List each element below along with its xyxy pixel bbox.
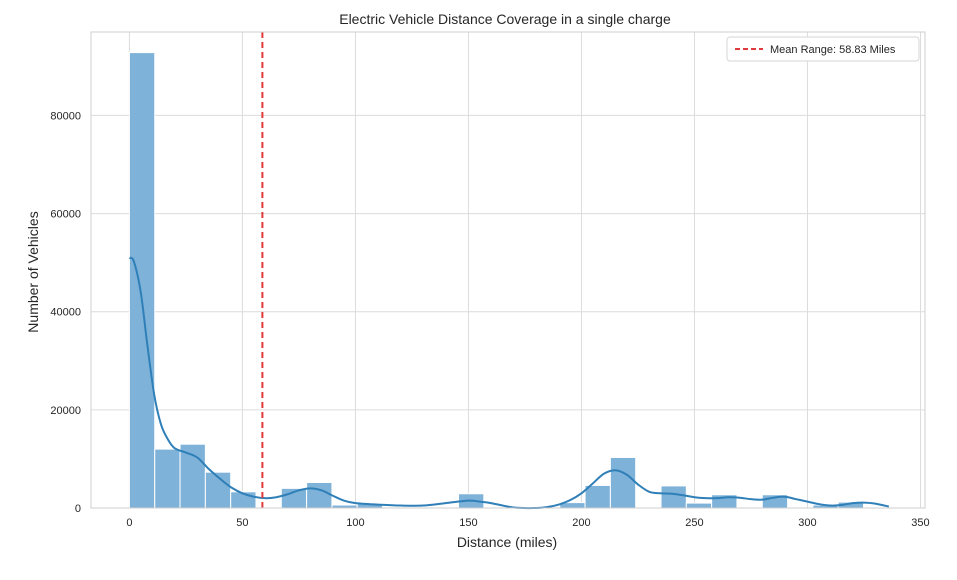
y-tick-label: 20000 [50, 405, 81, 417]
legend-label: Mean Range: 58.83 Miles [770, 44, 896, 56]
x-tick-label: 0 [126, 517, 132, 529]
axes-layer [90, 31, 926, 509]
y-tick-label: 40000 [50, 307, 81, 319]
x-tick-label: 150 [459, 517, 477, 529]
x-axis-label: Distance (miles) [457, 534, 557, 550]
kde-layer [128, 256, 890, 510]
histogram-bar [204, 471, 232, 509]
x-tick-label: 200 [572, 517, 590, 529]
x-tick-label: 100 [346, 517, 364, 529]
histogram-bar [179, 443, 206, 509]
histogram-bar [609, 456, 637, 509]
x-tick-labels: 0 50 100 150 200 250 300 350 [126, 517, 929, 529]
y-tick-label: 80000 [50, 110, 81, 122]
y-axis-label: Number of Vehicles [25, 211, 41, 332]
y-tick-label: 60000 [50, 209, 81, 221]
kde-curve [128, 256, 890, 510]
chart-title: Electric Vehicle Distance Coverage in a … [339, 11, 671, 27]
grid-layer [91, 32, 925, 509]
legend: Mean Range: 58.83 Miles [726, 36, 920, 62]
histogram-bar [306, 481, 333, 509]
histogram-bar [685, 502, 713, 509]
histogram-bar [128, 52, 156, 509]
x-tick-label: 300 [798, 517, 816, 529]
plot-frame [90, 31, 926, 509]
legend-box [726, 36, 920, 62]
x-tick-label: 350 [911, 517, 929, 529]
histogram-bar [660, 485, 687, 509]
x-tick-label: 50 [236, 517, 248, 529]
histogram-bar [154, 448, 181, 509]
x-tick-label: 250 [685, 517, 703, 529]
histogram-bar [584, 484, 611, 509]
y-tick-label: 0 [75, 503, 81, 515]
bars-layer [128, 52, 865, 509]
y-tick-labels: 0 20000 40000 60000 80000 [50, 110, 81, 515]
